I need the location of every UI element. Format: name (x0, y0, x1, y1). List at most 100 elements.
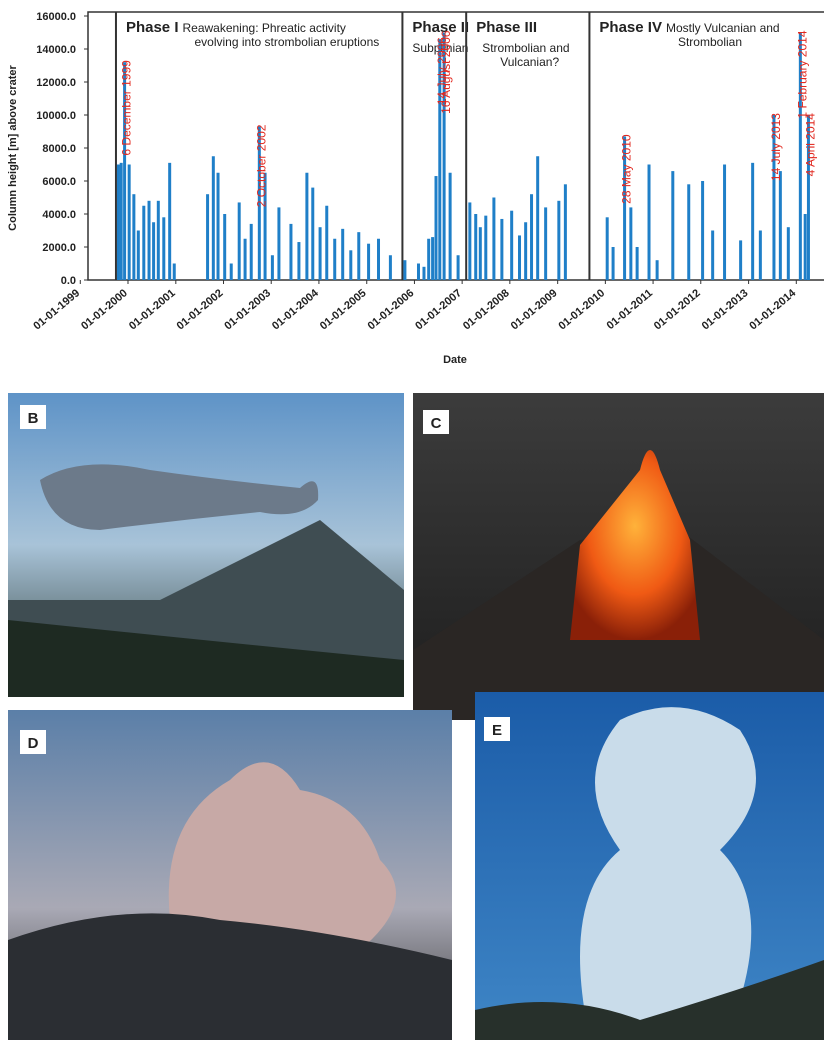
bar (333, 239, 336, 280)
bar (325, 206, 328, 280)
bar (403, 260, 406, 280)
bar (687, 184, 690, 280)
bar (250, 224, 253, 280)
bar (377, 239, 380, 280)
bar (510, 211, 513, 280)
x-tick-label: 01-01-2013 (700, 287, 751, 332)
phase-description: Reawakening: Phreatic activity (182, 21, 345, 35)
x-tick-label: 01-01-2010 (556, 287, 607, 332)
annotation: 1 February 2014 (795, 30, 809, 118)
phase-description: evolving into strombolian eruptions (194, 35, 379, 49)
panel-label: E (492, 722, 502, 739)
phase-description: Strombolian (678, 35, 742, 49)
bar (500, 219, 503, 280)
plume (580, 707, 756, 1040)
bar (277, 207, 280, 280)
bar (484, 216, 487, 280)
y-tick-label: 10000.0 (36, 110, 76, 122)
chart: Column height [m] above crater Date 0.02… (7, 11, 824, 366)
bar (449, 173, 452, 280)
x-tick-label: 01-01-2006 (366, 287, 417, 332)
bar (739, 240, 742, 280)
annotation: 2 October 2002 (254, 124, 268, 207)
bar (636, 247, 639, 280)
bar (468, 202, 471, 280)
x-tick-label: 01-01-1999 (31, 287, 82, 332)
x-tick-label: 01-01-2007 (413, 287, 464, 332)
panel-label: B (28, 410, 39, 427)
bar (751, 163, 754, 280)
bar (162, 217, 165, 280)
phase-name: Phase IV (599, 19, 662, 36)
photo-d: D (8, 710, 452, 1040)
bar (137, 231, 140, 281)
bar (417, 264, 420, 281)
bar (157, 201, 160, 280)
bar (367, 244, 370, 280)
annotation: 4 April 2014 (803, 113, 817, 177)
bar (289, 224, 292, 280)
y-tick-label: 16000.0 (36, 11, 76, 23)
bar (349, 250, 352, 280)
y-tick-label: 0.0 (61, 275, 76, 287)
photo-c: C (413, 393, 824, 720)
bar (120, 163, 123, 280)
bar (148, 201, 151, 280)
bar (787, 227, 790, 280)
bar (305, 173, 308, 280)
bar (648, 165, 651, 281)
y-tick-label: 2000.0 (42, 242, 76, 254)
photo-b: B (8, 393, 404, 697)
phase-name: Phase I (126, 19, 179, 36)
bar (173, 264, 176, 281)
x-tick-label: 01-01-2009 (509, 287, 560, 332)
y-tick-label: 14000.0 (36, 44, 76, 56)
phase-description: Vulcanian? (500, 55, 559, 69)
bar (223, 214, 226, 280)
bar (612, 247, 615, 280)
figure: Column height [m] above crater Date 0.02… (0, 0, 824, 1040)
annotation: 16 August 2006 (439, 30, 453, 114)
y-tick-label: 12000.0 (36, 77, 76, 89)
bar (557, 201, 560, 280)
bar (518, 235, 521, 280)
x-tick-label: 01-01-2004 (270, 287, 321, 333)
x-tick-label: 01-01-2003 (222, 287, 273, 332)
bar (671, 171, 674, 280)
bar (142, 206, 145, 280)
phase-name: Phase III (476, 19, 537, 36)
bar (701, 181, 704, 280)
x-tick-label: 01-01-2000 (79, 287, 130, 332)
bar (656, 260, 659, 280)
bar (759, 231, 762, 281)
bar (629, 207, 632, 280)
bar (723, 165, 726, 281)
bar (152, 222, 155, 280)
bar (230, 264, 233, 281)
bar (431, 237, 434, 280)
x-axis-title: Date (443, 354, 467, 366)
bar (311, 188, 314, 280)
bar (297, 242, 300, 280)
bar (206, 194, 209, 280)
bar (319, 227, 322, 280)
photo-e: E (475, 692, 824, 1040)
x-tick-label: 01-01-2002 (175, 287, 226, 332)
bar (117, 165, 120, 281)
bar (357, 232, 360, 280)
bar (217, 173, 220, 280)
annotation: 6 December 1999 (120, 60, 134, 156)
x-tick-label: 01-01-2001 (127, 287, 178, 332)
bar (212, 156, 215, 280)
bar (435, 176, 438, 280)
phase-description: Strombolian and (482, 41, 569, 55)
bar (422, 267, 425, 280)
bar (244, 239, 247, 280)
bar (474, 214, 477, 280)
annotation: 14 July 2013 (769, 113, 783, 181)
bar (544, 207, 547, 280)
bar (564, 184, 567, 280)
annotation: 28 May 2010 (620, 134, 634, 204)
bar (536, 156, 539, 280)
bar (457, 255, 460, 280)
